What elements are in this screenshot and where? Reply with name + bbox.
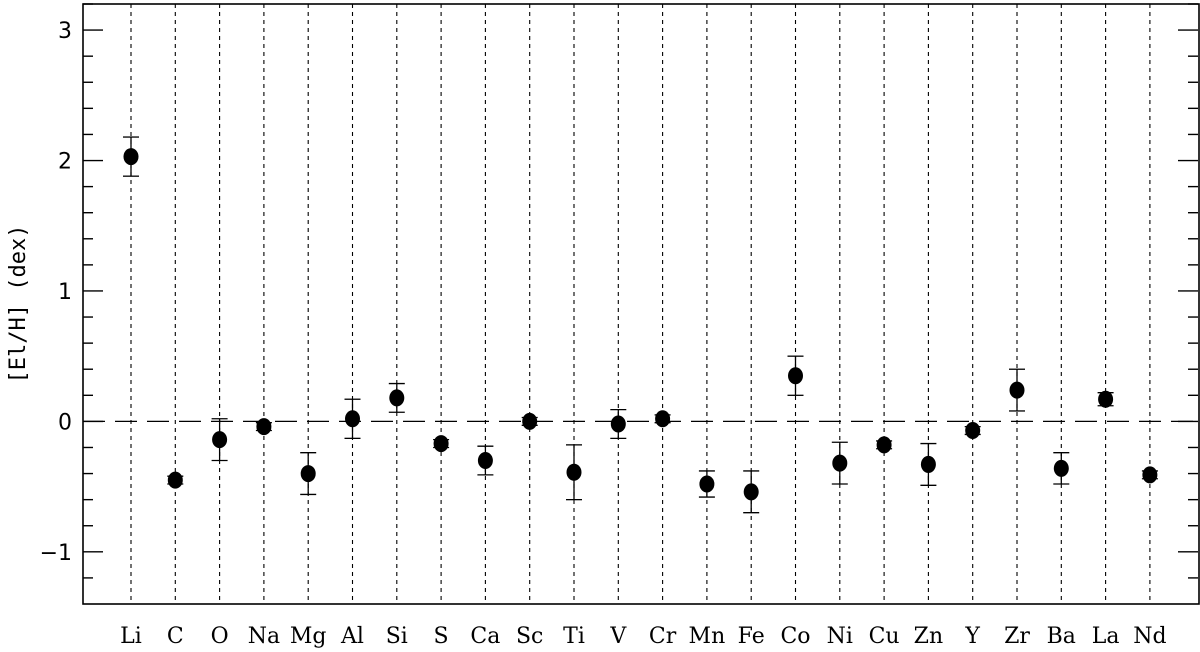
data-point-zn <box>920 455 936 473</box>
category-label-s: S <box>434 624 449 649</box>
category-label-zn: Zn <box>914 624 943 649</box>
category-label-ni: Ni <box>827 624 853 649</box>
data-point-li <box>123 148 139 166</box>
category-label-mn: Mn <box>689 624 726 649</box>
data-point-sc <box>522 412 538 430</box>
category-label-y: Y <box>964 624 980 649</box>
data-point-ca <box>477 452 493 470</box>
data-point-la <box>1098 390 1114 408</box>
category-label-ti: Ti <box>563 624 585 649</box>
data-point-mn <box>699 475 715 493</box>
data-point-y <box>965 422 981 440</box>
category-label-fe: Fe <box>738 624 765 649</box>
data-point-ti <box>566 463 582 481</box>
data-point-nd <box>1142 466 1158 484</box>
y-axis-title: [El/H] (dex) <box>6 225 31 384</box>
data-point-c <box>167 471 183 489</box>
y-axis-ticks: −1 0 1 2 3 <box>40 3 1198 579</box>
y-tick-label: 0 <box>58 410 72 435</box>
category-label-li: Li <box>120 624 142 649</box>
category-label-al: Al <box>340 624 364 649</box>
y-tick-label: −1 <box>40 541 72 566</box>
category-label-c: C <box>167 624 184 649</box>
category-label-sc: Sc <box>516 624 543 649</box>
data-point-fe <box>743 483 759 501</box>
y-tick-label: 3 <box>58 19 72 44</box>
data-point-ni <box>832 454 848 472</box>
grid-lines <box>130 4 1151 604</box>
category-label-cr: Cr <box>649 624 677 649</box>
y-tick-label: 1 <box>58 280 72 305</box>
category-label-co: Co <box>780 624 810 649</box>
data-points <box>123 136 1158 514</box>
data-point-cu <box>876 436 892 454</box>
category-label-v: V <box>609 624 627 649</box>
data-point-al <box>345 410 360 428</box>
data-point-na <box>256 418 272 436</box>
category-label-cu: Cu <box>869 624 900 649</box>
data-point-ba <box>1053 459 1069 477</box>
category-label-ba: Ba <box>1047 624 1076 649</box>
category-label-la: La <box>1092 624 1120 649</box>
data-point-cr <box>655 410 671 428</box>
category-label-o: O <box>211 624 229 649</box>
category-label-mg: Mg <box>290 624 327 649</box>
data-point-co <box>788 367 803 385</box>
data-point-o <box>212 431 228 449</box>
plot-frame <box>82 3 1200 605</box>
data-point-si <box>389 389 405 407</box>
category-labels: Li C O Na Mg Al Si S Ca Sc Ti V Cr Mn Fe Co Ni Cu Zn Y Zr Ba L… <box>120 624 1166 649</box>
category-label-nd: Nd <box>1133 624 1166 649</box>
category-label-zr: Zr <box>1004 624 1030 649</box>
data-point-mg <box>300 465 316 483</box>
data-point-v <box>610 415 626 433</box>
data-point-s <box>433 435 449 453</box>
category-label-si: Si <box>386 624 408 649</box>
category-label-ca: Ca <box>470 624 500 649</box>
category-label-na: Na <box>248 624 280 649</box>
y-tick-label: 2 <box>58 150 72 175</box>
data-point-zr <box>1009 381 1025 399</box>
